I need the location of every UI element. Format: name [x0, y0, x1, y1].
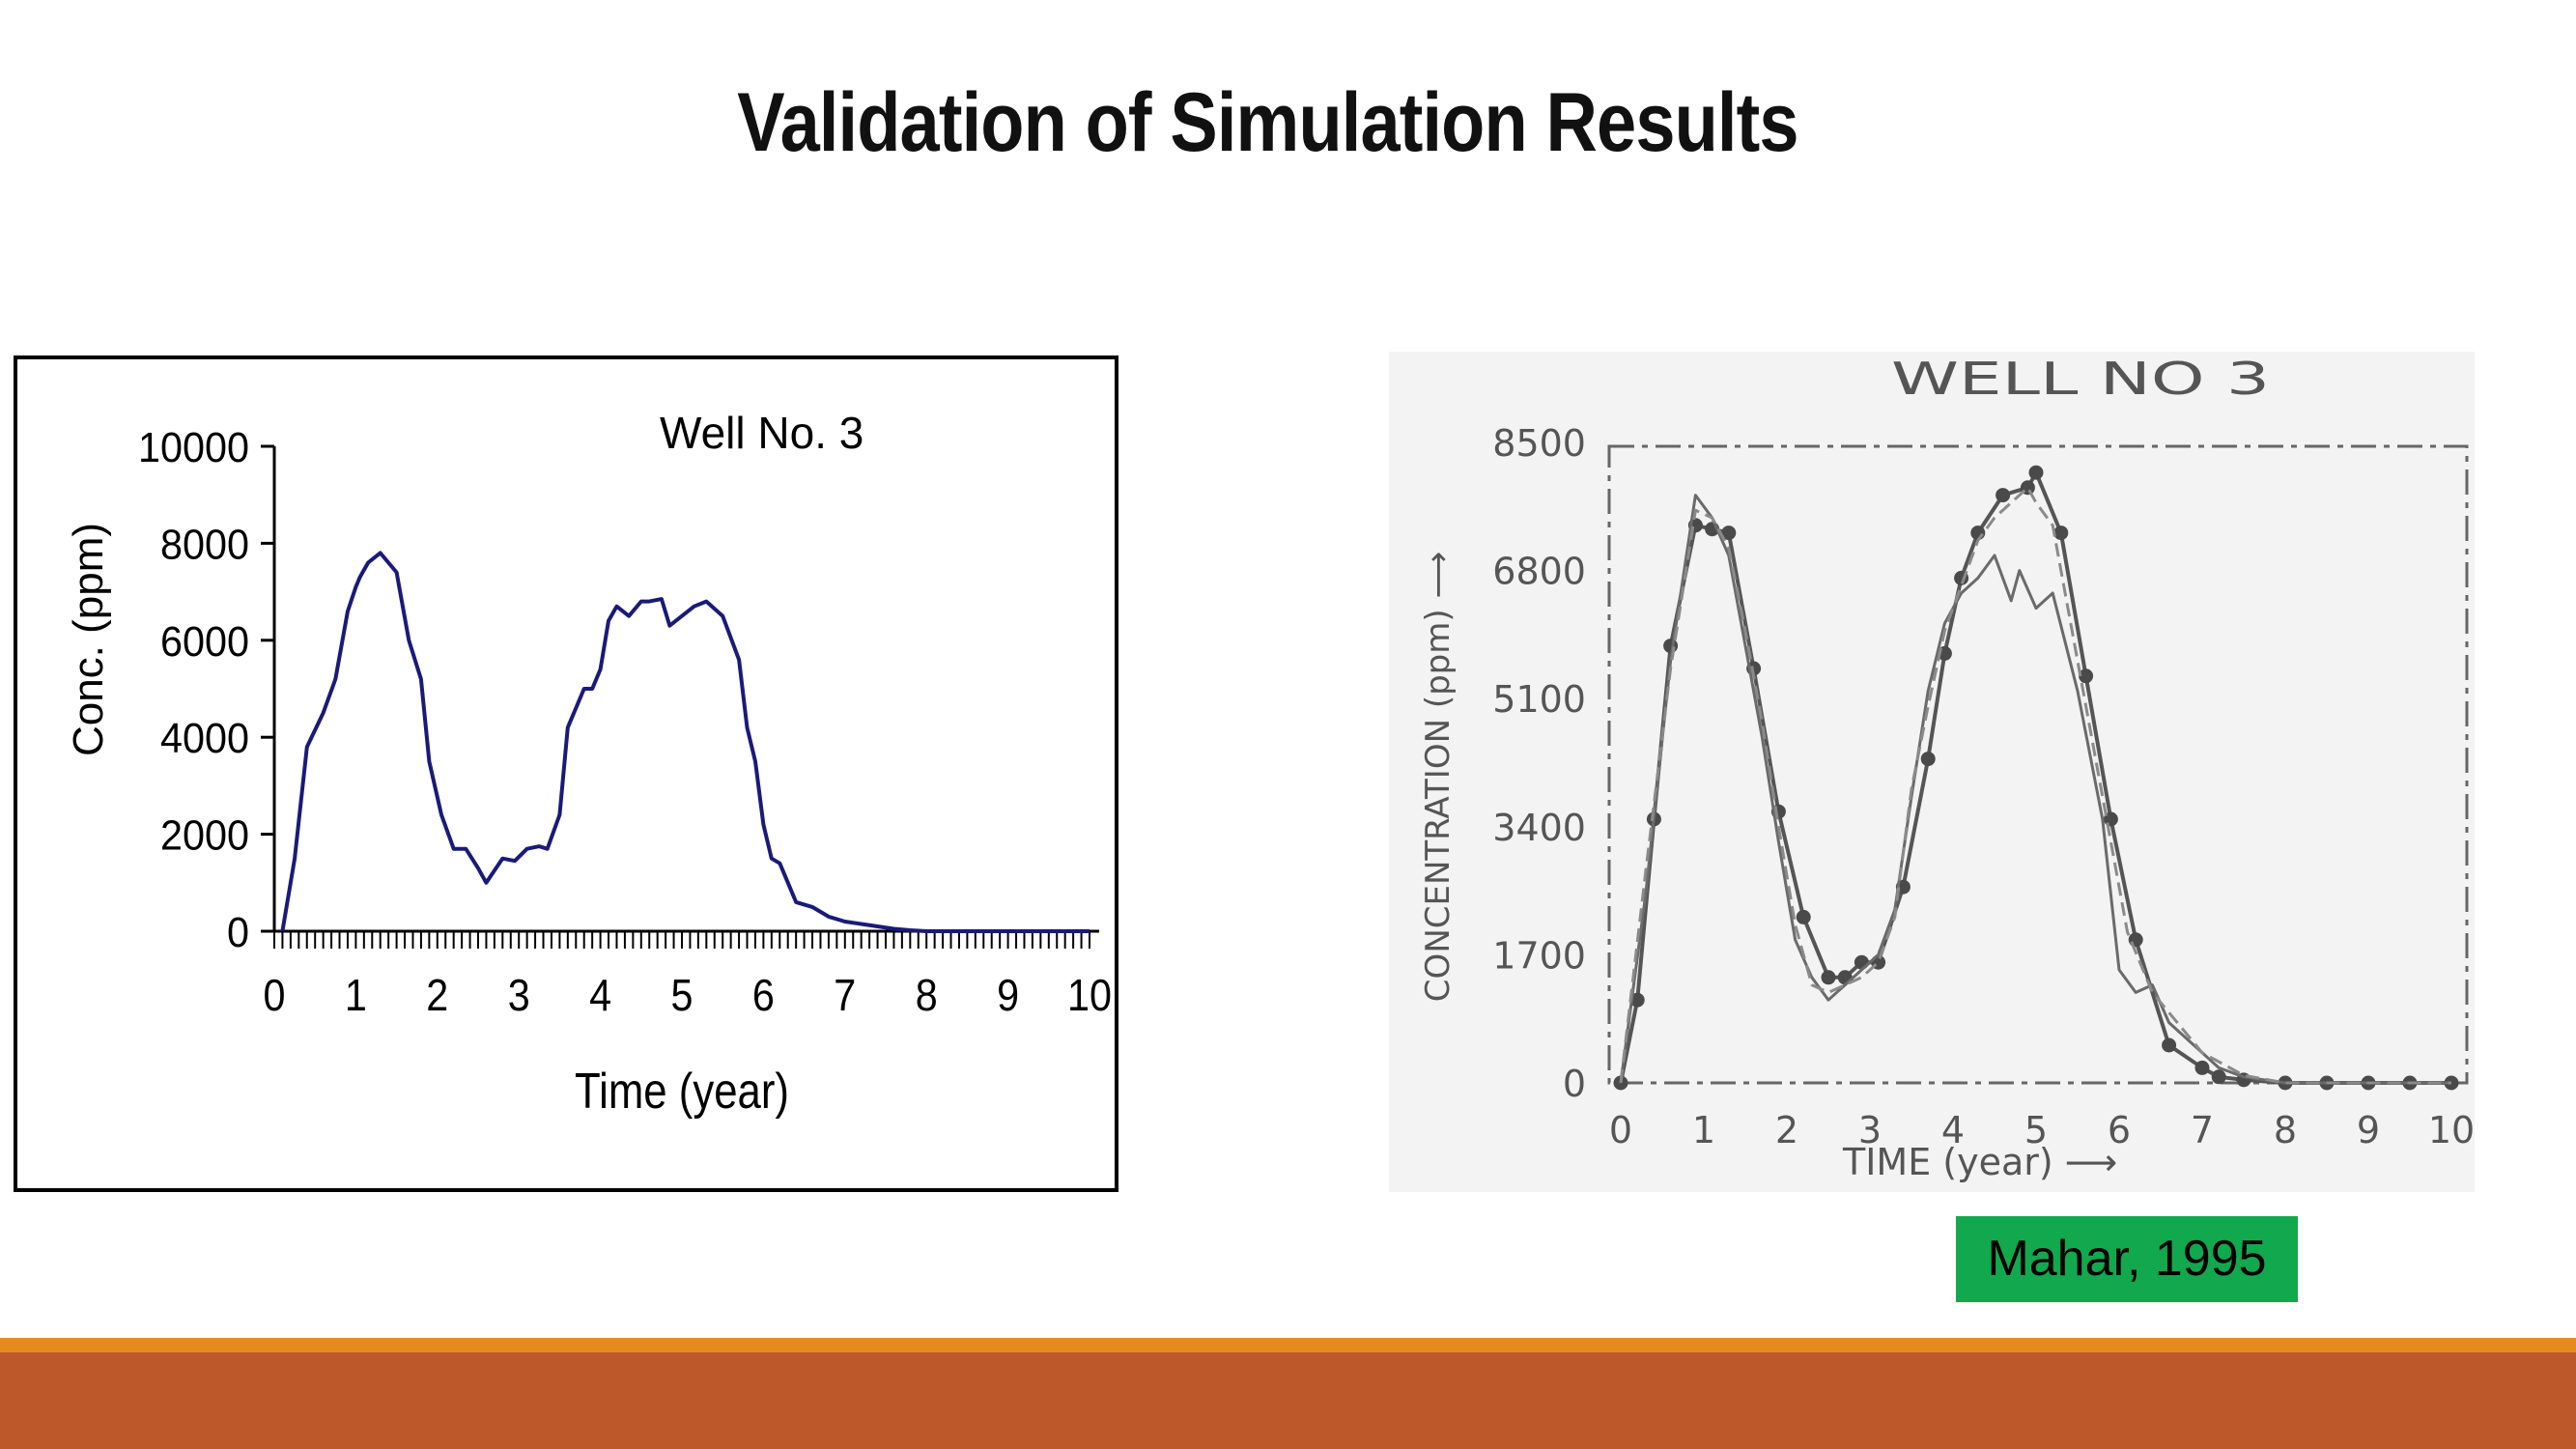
y-tick-label: 2000: [160, 812, 249, 860]
chart-title-well-no-3: Well No. 3: [660, 408, 863, 458]
series-marker: [1663, 639, 1679, 654]
series-marker: [1854, 954, 1869, 970]
x-tick-label: 5: [671, 970, 694, 1020]
y-tick-label: 10000: [138, 424, 249, 471]
y-tick-label: 6800: [1492, 551, 1586, 593]
x-tick-label: 0: [1609, 1109, 1632, 1151]
footer-bar: [0, 1352, 2576, 1449]
series-line-concentration: [280, 551, 1090, 933]
series-marker: [1996, 488, 2011, 503]
x-tick-label: 9: [2357, 1109, 2380, 1151]
x-tick-label: 10: [1067, 970, 1112, 1020]
x-tick-label: 8: [2274, 1109, 2297, 1151]
series-marker: [1721, 526, 1737, 541]
x-tick-label: 0: [264, 970, 286, 1020]
reference-chart: 0 1700 3400 5100 6800 8500 0 1 2 3 4 5 6 7 8 9 10 WELL NO…: [1419, 353, 2475, 1183]
citation-badge: Mahar, 1995: [1956, 1216, 2298, 1302]
series-marker: [2211, 1069, 2226, 1085]
x-axis-title: TIME (year) ⟶: [1842, 1141, 2117, 1183]
x-tick-label: 7: [834, 970, 856, 1020]
series-marker: [2028, 465, 2044, 480]
series-marker: [1796, 909, 1811, 924]
y-axis-title: Conc. (ppm): [65, 523, 112, 756]
x-tick-label: 7: [2191, 1109, 2214, 1151]
x-tick-label: 6: [2108, 1109, 2131, 1151]
slide-title: Validation of Simulation Results: [737, 76, 1798, 169]
plot-border: [1607, 444, 2469, 1085]
x-tick-label: 1: [1692, 1109, 1715, 1151]
series-marker: [2053, 526, 2069, 541]
x-tick-label: 8: [916, 970, 938, 1020]
series-marker: [1970, 526, 1986, 541]
reference-chart-scan: 0 1700 3400 5100 6800 8500 0 1 2 3 4 5 6 7 8 9 10 WELL NO…: [1389, 352, 2475, 1192]
y-tick-label: 6000: [160, 618, 249, 666]
series-marker: [1920, 752, 1936, 767]
series-marker: [2128, 932, 2143, 948]
series-marker: [2194, 1060, 2210, 1075]
simulation-chart-frame: 0 2000 4000 6000 8000 10000 0 1 2 3 4 5 6 7 8 9 10 Time (…: [14, 355, 1118, 1192]
series-marker: [2079, 668, 2094, 684]
x-tick-label: 6: [752, 970, 775, 1020]
x-axis-title: Time (year): [575, 1064, 789, 1120]
y-tick-label: 0: [227, 909, 249, 956]
x-tick-label: 4: [589, 970, 611, 1020]
y-tick-label: 8000: [160, 521, 249, 568]
y-tick-label: 3400: [1492, 807, 1586, 849]
x-tick-label: 10: [2428, 1109, 2475, 1151]
chart-title-well-no-3: WELL NO 3: [1891, 353, 2270, 405]
series-line-3: [1619, 486, 2451, 1085]
x-tick-label: 2: [1775, 1109, 1798, 1151]
x-tick-label: 1: [345, 970, 367, 1020]
x-tick-label: 2: [426, 970, 448, 1020]
y-tick-label: 5100: [1492, 678, 1586, 721]
x-tick-label: 4: [1941, 1109, 1965, 1151]
x-tick-label: 5: [2024, 1109, 2048, 1151]
y-axis-title: CONCENTRATION (ppm) ⟶: [1419, 552, 1458, 1002]
x-tick-label: 9: [997, 970, 1019, 1020]
simulation-chart: 0 2000 4000 6000 8000 10000 0 1 2 3 4 5 6 7 8 9 10 Time (…: [65, 408, 1112, 1120]
series-line-2: [1619, 494, 2451, 1085]
series-marker: [1629, 992, 1645, 1008]
x-tick-label: 3: [1858, 1109, 1882, 1151]
y-tick-label: 0: [1563, 1063, 1586, 1105]
series-marker: [2162, 1037, 2177, 1053]
y-tick-label: 8500: [1492, 422, 1586, 465]
y-tick-label: 1700: [1492, 934, 1586, 977]
series-line-1: [1619, 470, 2451, 1085]
series-marker: [1821, 970, 1836, 985]
x-tick-label: 3: [508, 970, 530, 1020]
footer-accent-line: [0, 1338, 2576, 1352]
y-tick-label: 4000: [160, 715, 249, 762]
